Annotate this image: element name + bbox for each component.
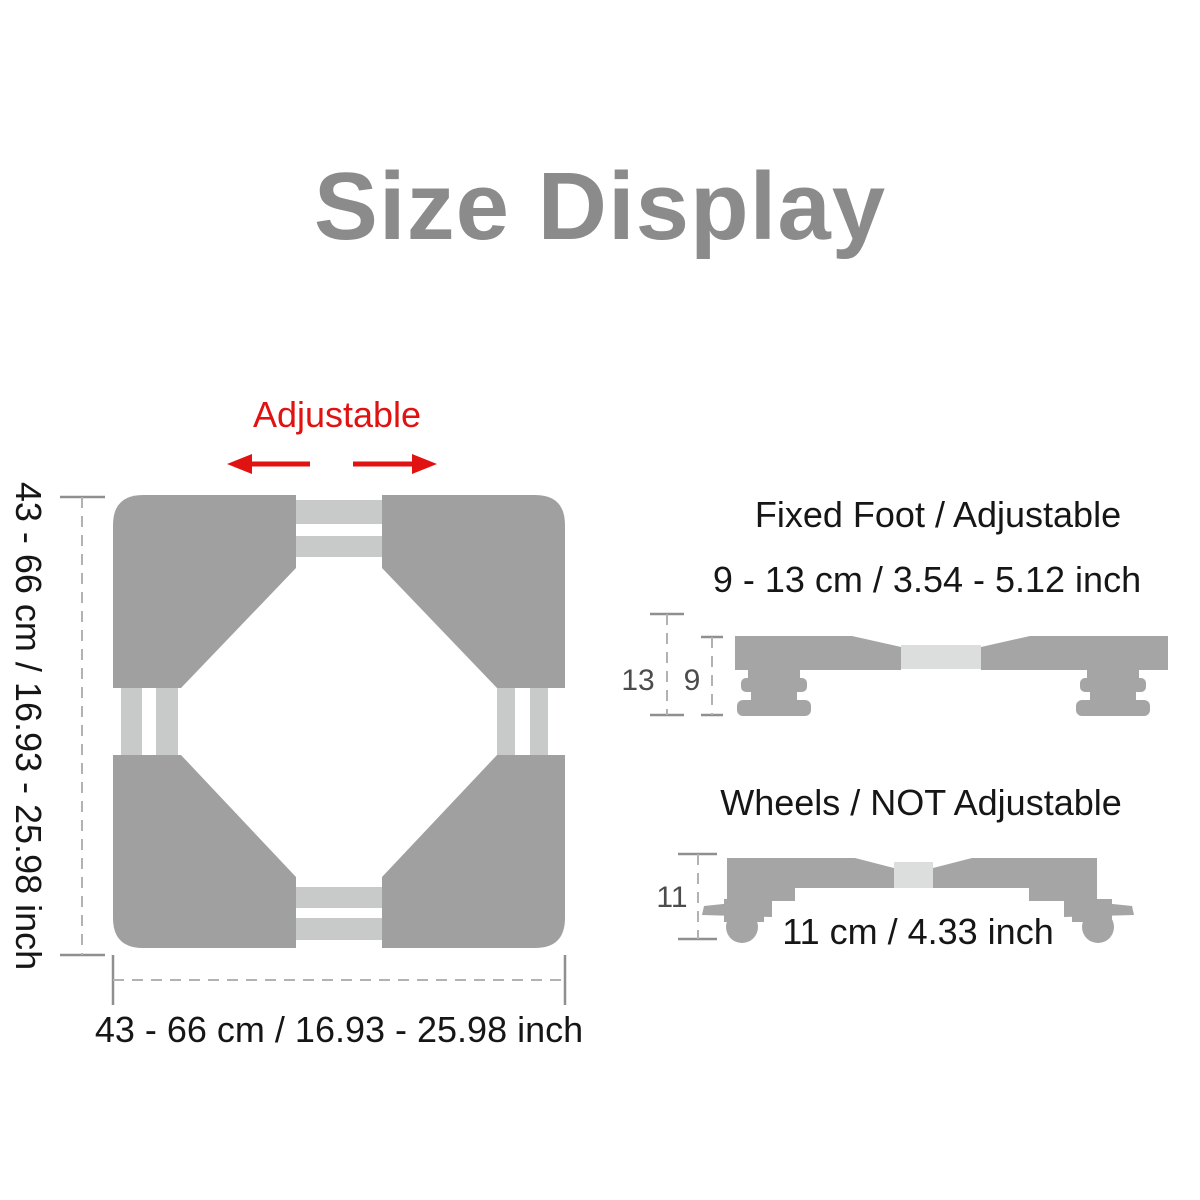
- fixed-foot-dim-13-line: [650, 612, 684, 717]
- center-tube: [894, 862, 933, 888]
- corner-block-top-left: [113, 495, 296, 688]
- corner-block-bottom-right: [382, 755, 565, 948]
- wheels-dim-11-line: [678, 852, 717, 941]
- corner-block-top-right: [382, 495, 565, 688]
- fixed-foot-range-label: 9 - 13 cm / 3.54 - 5.12 inch: [712, 559, 1142, 600]
- fixed-foot-dim-9-label: 9: [684, 664, 701, 697]
- wheels-side-view: 11: [656, 852, 1134, 943]
- connector-tubes: [121, 500, 548, 940]
- height-dimension-label: 43 - 66 cm / 16.93 - 25.98 inch: [8, 481, 49, 971]
- fixed-foot-side-view: 13 9: [621, 612, 1168, 717]
- fixed-foot-dim-9-line: [701, 635, 723, 717]
- center-tube: [901, 645, 981, 669]
- fixed-foot-heading: Fixed Foot / Adjustable: [754, 494, 1122, 535]
- wheels-dim-11-label: 11: [656, 881, 687, 914]
- adjustable-arrows: [227, 454, 437, 474]
- screw-foot-right: [1076, 668, 1150, 716]
- width-dimension-line: [111, 955, 567, 1005]
- corner-block-bottom-left: [113, 755, 296, 948]
- wheels-body: [702, 858, 1134, 943]
- caster-wheel-left: [702, 899, 772, 943]
- arrow-left-icon: [227, 454, 310, 474]
- page-title: Size Display: [313, 153, 887, 260]
- wheels-heading: Wheels / NOT Adjustable: [720, 782, 1122, 823]
- base-top-view: [60, 495, 567, 1005]
- caster-wheel-right: [1064, 899, 1134, 943]
- fixed-foot-dim-13-label: 13: [621, 664, 654, 697]
- arrow-right-icon: [353, 454, 437, 474]
- wheels-size-label: 11 cm / 4.33 inch: [782, 911, 1054, 952]
- fixed-foot-body: [735, 636, 1168, 716]
- screw-foot-left: [737, 668, 811, 716]
- height-dimension-line: [60, 495, 105, 957]
- adjustable-label: Adjustable: [252, 394, 422, 435]
- width-dimension-label: 43 - 66 cm / 16.93 - 25.98 inch: [94, 1009, 584, 1050]
